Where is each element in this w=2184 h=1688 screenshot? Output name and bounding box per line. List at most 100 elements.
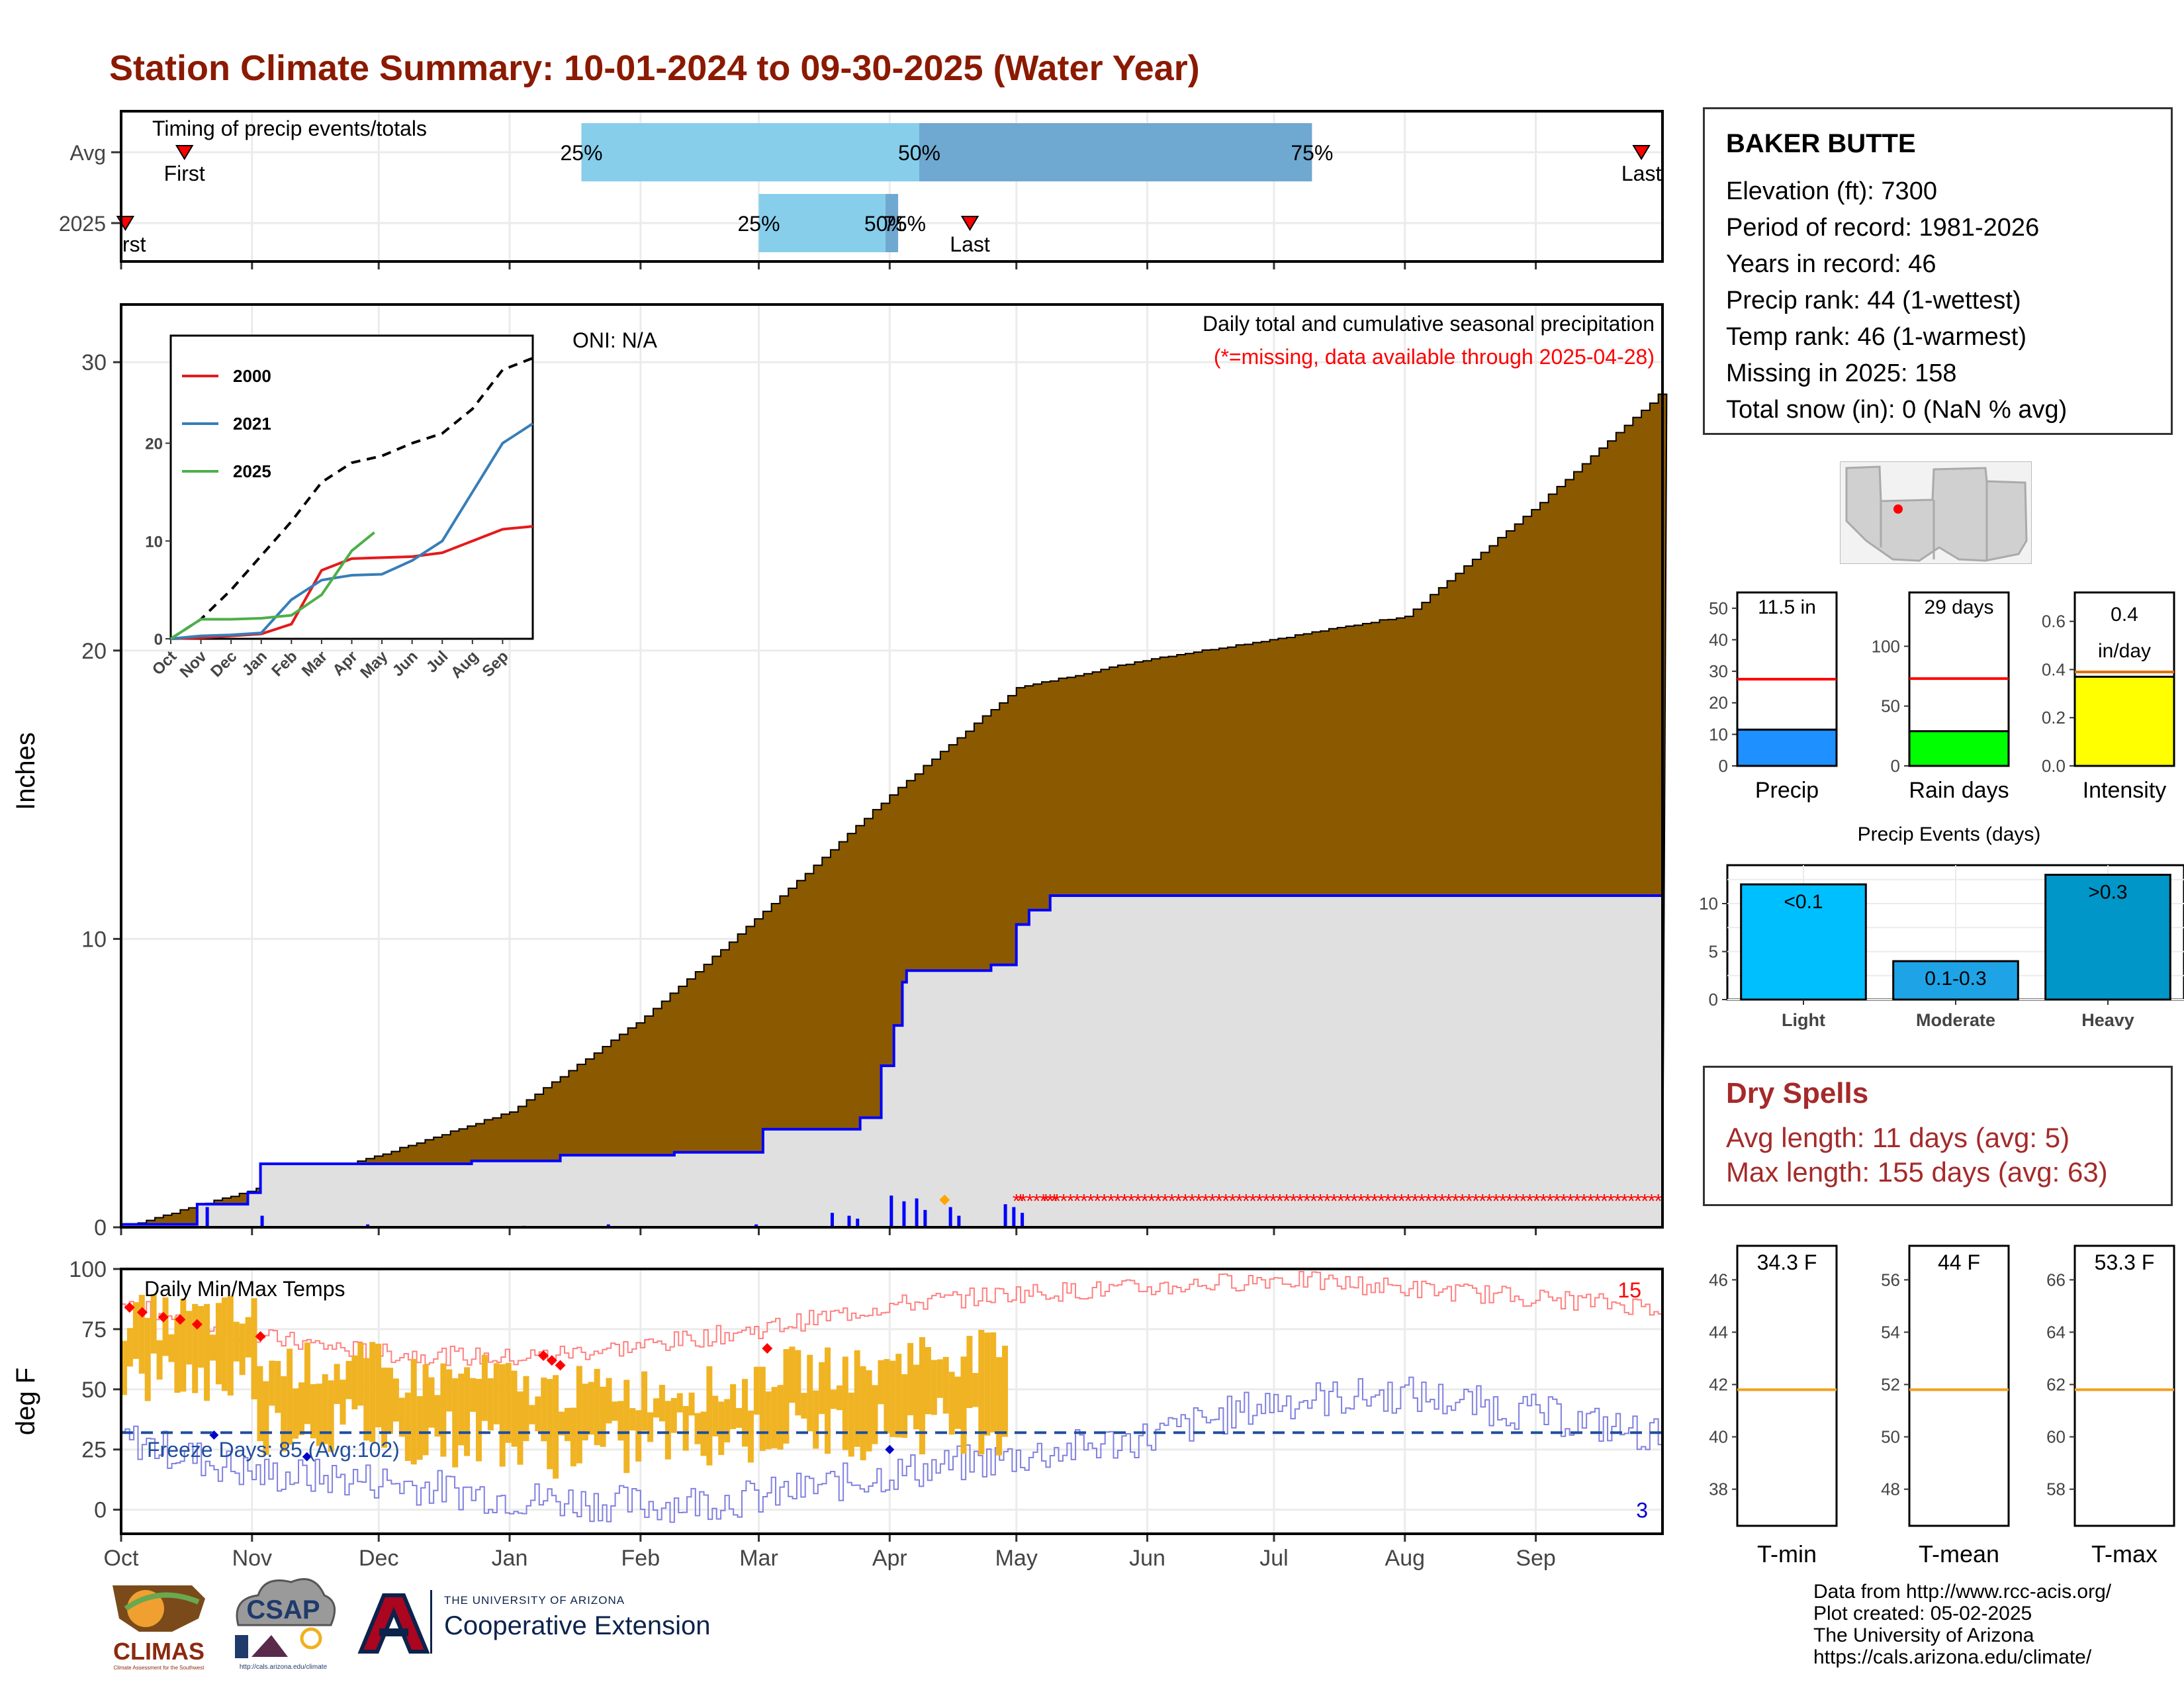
record-high-marker — [555, 1360, 566, 1371]
missing-day-marker: * — [1614, 1190, 1622, 1212]
temp-box-y-tick-label: 62 — [2046, 1375, 2066, 1395]
daily-temp-bar — [381, 1368, 388, 1448]
missing-day-marker: * — [1141, 1190, 1149, 1212]
timing-row-label: Avg — [69, 141, 106, 165]
missing-day-marker: * — [1101, 1190, 1109, 1212]
daily-temp-bar — [984, 1333, 991, 1436]
daily-temp-bar — [410, 1358, 417, 1465]
daily-temp-bar — [440, 1363, 447, 1457]
missing-day-marker: * — [1289, 1190, 1297, 1212]
daily-temp-bar — [209, 1335, 216, 1361]
daily-temp-bar — [813, 1390, 819, 1449]
temp-box-y-tick-label: 60 — [2046, 1427, 2066, 1447]
daily-precip-bar — [1021, 1213, 1024, 1227]
daily-temp-bar — [186, 1311, 193, 1365]
climas-logo: CLIMAS Climate Assessment for the Southw… — [113, 1585, 205, 1671]
mini-bar-y-tick-label: 20 — [1709, 693, 1728, 713]
daily-temp-bar — [517, 1391, 523, 1465]
events-y-tick-label: 5 — [1709, 942, 1718, 962]
missing-day-marker: * — [1134, 1190, 1142, 1212]
temp-box-y-tick-label: 48 — [1881, 1479, 1900, 1499]
missing-day-marker: * — [1533, 1190, 1541, 1212]
missing-day-marker: * — [1486, 1190, 1494, 1212]
daily-precip-bar — [856, 1218, 860, 1227]
daily-temp-bar — [570, 1407, 576, 1467]
daily-temp-bar — [275, 1360, 281, 1413]
record-low-marker — [885, 1444, 895, 1454]
precip-events-chart: Precip Events (days) 0 5 10 <0.1 Light 0.1-0.3… — [1699, 823, 2184, 1030]
inset-series-2021 — [170, 422, 534, 640]
missing-day-marker: * — [1053, 1190, 1061, 1212]
missing-day-marker: * — [1161, 1190, 1169, 1212]
daily-temp-bar — [860, 1366, 866, 1460]
daily-temp-bar — [990, 1332, 997, 1432]
daily-temp-bar — [612, 1401, 618, 1421]
timing-q50-label: 50% — [898, 141, 940, 165]
temp-box-y-tick-label: 66 — [2046, 1270, 2066, 1289]
daily-precip-bar — [957, 1215, 961, 1227]
month-tick-label: Sep — [1516, 1546, 1556, 1571]
daily-temp-bar — [759, 1366, 766, 1451]
missing-day-marker: * — [1600, 1190, 1608, 1212]
record-low-marker — [302, 1452, 312, 1462]
daily-temp-bar — [878, 1360, 884, 1405]
timing-last-marker — [960, 216, 979, 231]
record-high-marker — [762, 1343, 773, 1354]
missing-day-marker: * — [1033, 1190, 1041, 1212]
daily-temp-bar — [499, 1364, 506, 1467]
mini-bar-label: Rain days — [1909, 778, 2009, 803]
missing-day-marker: * — [1580, 1190, 1588, 1212]
daily-temp-bar — [316, 1383, 322, 1446]
missing-day-marker: * — [1120, 1190, 1128, 1212]
daily-temp-bar — [588, 1382, 594, 1435]
missing-day-marker: * — [1438, 1190, 1446, 1212]
temp-box-y-tick-label: 58 — [2046, 1479, 2066, 1499]
month-tick-label: Nov — [232, 1546, 272, 1571]
mini-bar-y-tick-label: 50 — [1709, 598, 1728, 618]
inset-y-tick-label: 0 — [154, 631, 163, 649]
missing-day-marker: * — [1073, 1190, 1081, 1212]
daily-temp-bar — [842, 1356, 848, 1450]
daily-temp-bar — [345, 1360, 352, 1399]
missing-day-marker: * — [1297, 1190, 1304, 1212]
missing-day-marker: * — [1168, 1190, 1176, 1212]
record-low-count: 3 — [1636, 1499, 1648, 1523]
temp-box-y-tick-label: 46 — [1709, 1270, 1728, 1289]
missing-day-marker: * — [1634, 1190, 1642, 1212]
csap-url-text: http://cals.arizona.edu/climate — [240, 1664, 328, 1671]
main-y-tick-label: 30 — [81, 350, 107, 375]
missing-day-marker: * — [1087, 1190, 1095, 1212]
daily-temp-bar — [126, 1328, 133, 1367]
daily-temp-bar — [600, 1386, 606, 1447]
daily-temp-bar — [458, 1374, 465, 1446]
daily-temp-bar — [541, 1378, 547, 1442]
daily-temp-bar — [771, 1387, 778, 1448]
daily-temp-bar — [925, 1346, 931, 1415]
page-title: Station Climate Summary: 10-01-2024 to 0… — [109, 48, 1200, 88]
daily-temp-bar — [404, 1392, 411, 1462]
station-missing: Missing in 2025: 158 — [1726, 359, 1957, 387]
month-tick-label: Jun — [1129, 1546, 1165, 1571]
temp-box-value: 53.3 F — [2095, 1250, 2155, 1274]
daily-temp-bar — [866, 1370, 872, 1452]
missing-day-marker: * — [1269, 1190, 1277, 1212]
temp-box-label: T-mean — [1919, 1540, 1999, 1568]
missing-day-marker: * — [1432, 1190, 1439, 1212]
daily-temp-bar — [966, 1336, 973, 1409]
daily-temp-bar — [523, 1376, 529, 1442]
main-plot-border — [120, 303, 1664, 1229]
missing-day-marker: * — [1526, 1190, 1534, 1212]
missing-day-marker: * — [1013, 1190, 1021, 1212]
mini-bar-value: 11.5 in — [1758, 596, 1816, 618]
inset-legend-label: 2021 — [233, 414, 271, 434]
timing-edge-mask — [0, 232, 120, 265]
timing-last-label: Last — [950, 232, 990, 256]
mini-bar-y-tick-label: 100 — [1872, 636, 1900, 656]
daily-temp-bar — [221, 1297, 228, 1391]
season-cumulative-line — [121, 894, 1662, 1226]
station-snow: Total snow (in): 0 (NaN % avg) — [1726, 396, 2068, 424]
missing-day-marker: * — [1404, 1190, 1412, 1212]
daily-temp-bar — [884, 1359, 890, 1434]
missing-day-marker: * — [1303, 1190, 1311, 1212]
dry-spells-max: Max length: 155 days (avg: 63) — [1726, 1156, 2108, 1188]
